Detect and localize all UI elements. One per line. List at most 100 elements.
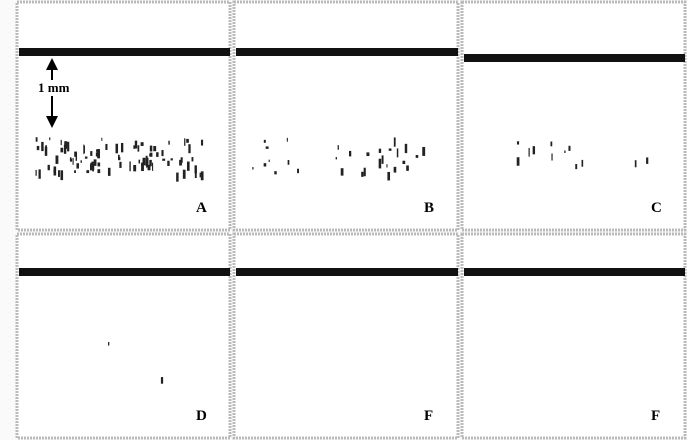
particle <box>64 141 67 149</box>
particle <box>341 168 344 175</box>
particle <box>176 173 178 182</box>
particle <box>105 144 107 150</box>
particle <box>162 159 165 161</box>
particle <box>386 164 387 167</box>
particle <box>201 140 203 146</box>
membrane-bar <box>19 48 230 56</box>
particle <box>568 146 570 151</box>
particle <box>86 170 89 173</box>
particle <box>274 171 276 174</box>
particle <box>361 172 363 177</box>
particle <box>121 143 123 152</box>
membrane-bar <box>236 48 458 56</box>
particle <box>183 170 186 179</box>
particle <box>61 140 62 145</box>
particle <box>364 168 366 176</box>
particle <box>141 142 144 146</box>
particle <box>90 163 93 166</box>
particle <box>168 141 169 145</box>
particle <box>336 157 337 159</box>
particle <box>646 157 648 163</box>
particle <box>81 160 82 163</box>
particle <box>192 157 194 161</box>
particle <box>188 144 190 153</box>
particle <box>141 163 144 171</box>
particle <box>252 167 253 169</box>
particle <box>379 159 382 169</box>
particle <box>266 146 269 148</box>
scale-label: 1 mm <box>38 80 70 95</box>
particle <box>37 146 40 150</box>
particle <box>416 155 419 158</box>
particle <box>97 169 100 173</box>
particle <box>297 169 299 173</box>
particle <box>195 165 197 173</box>
particle <box>152 163 153 171</box>
particle <box>171 158 173 160</box>
particle <box>108 168 111 176</box>
particle <box>338 145 339 150</box>
particle <box>288 160 290 165</box>
particle <box>73 158 74 165</box>
particle <box>394 167 397 173</box>
panel-label: A <box>196 200 207 216</box>
particle <box>575 164 577 169</box>
particle <box>150 146 152 152</box>
particle <box>153 146 156 151</box>
membrane-bar <box>19 268 230 276</box>
membrane-bar <box>236 268 458 276</box>
panel-label: F <box>424 408 433 424</box>
particle <box>135 141 137 149</box>
particle <box>402 161 405 164</box>
particle <box>387 172 390 181</box>
particle <box>133 165 136 171</box>
particle <box>405 144 407 153</box>
particle <box>119 162 121 168</box>
particle <box>139 160 141 164</box>
particle <box>101 138 102 141</box>
particle <box>167 161 169 166</box>
particle <box>184 138 185 146</box>
particle <box>108 342 109 346</box>
particle <box>53 170 55 172</box>
panel-label: D <box>196 408 207 424</box>
particle <box>76 163 79 168</box>
particle <box>382 155 384 163</box>
particle <box>60 148 63 153</box>
particle <box>67 142 69 152</box>
membrane-bar <box>464 54 685 62</box>
particle <box>582 160 584 167</box>
particle <box>422 147 425 156</box>
panel <box>462 2 685 230</box>
particle <box>129 161 130 171</box>
particle <box>56 155 59 163</box>
particle <box>41 142 43 151</box>
particle <box>379 149 381 153</box>
particle <box>564 151 565 153</box>
particle <box>146 160 148 168</box>
particle <box>58 170 60 177</box>
particle <box>45 145 47 150</box>
particle <box>529 148 530 157</box>
particle <box>517 141 519 144</box>
particle <box>84 145 85 153</box>
particle <box>264 140 266 143</box>
panel-label: B <box>424 200 434 216</box>
particle <box>90 151 92 156</box>
particle <box>397 148 398 157</box>
particle <box>49 137 50 140</box>
particle <box>394 137 396 146</box>
particle <box>201 171 204 180</box>
particle <box>35 170 36 176</box>
particle <box>60 170 63 180</box>
particle <box>264 163 267 166</box>
particle <box>349 151 351 156</box>
particle <box>517 157 520 166</box>
particle <box>161 150 163 156</box>
particle <box>406 165 409 170</box>
particle <box>97 162 100 166</box>
particle <box>70 159 72 162</box>
particle <box>187 162 190 171</box>
particle <box>635 160 637 167</box>
particle <box>533 146 535 154</box>
